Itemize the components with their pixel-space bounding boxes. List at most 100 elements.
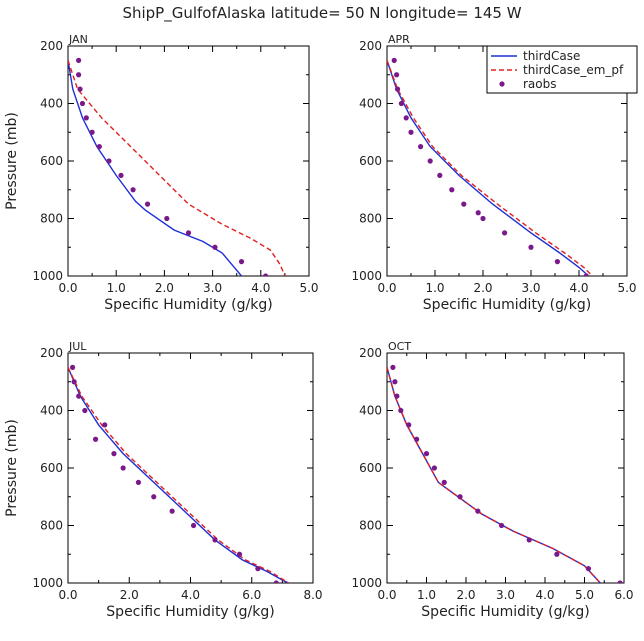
y-tick-label: 1000 [32, 269, 63, 283]
raobs-marker [69, 364, 76, 370]
raobs-marker [212, 244, 218, 250]
raobs-marker [423, 451, 430, 457]
panel-oct: OCT 0.0 1.0 2.0 3.0 4.0 5.0 6.0 200 400 600 800 1000… [351, 340, 633, 620]
raobs-marker [71, 379, 77, 385]
raobs-marker [130, 187, 136, 193]
panel-apr: APR 0.0 1.0 2.0 3.0 4.0 5.0 200 400 600 800 1000 Spe… [351, 33, 636, 313]
raobs-marker [83, 115, 89, 121]
x-tick-label: 1.0 [107, 281, 126, 295]
raobs-marker [238, 259, 245, 265]
y-tick-label: 600 [40, 154, 63, 168]
panel-label: JUL [68, 340, 87, 353]
chart-title: ShipP_GulfofAlaska latitude= 50 N longit… [122, 4, 522, 22]
raobs-marker [461, 201, 467, 207]
raobs-marker [120, 465, 126, 471]
y-tick-label: 200 [40, 39, 63, 53]
raobs-marker [398, 100, 404, 107]
raobs-marker [96, 144, 102, 150]
raobs-marker [79, 100, 86, 107]
raobs-marker [144, 201, 151, 207]
raobs-marker [403, 115, 409, 121]
raobs-marker [498, 522, 505, 529]
x-tick-label: 6.0 [242, 588, 261, 602]
raobs-marker [585, 566, 592, 572]
legend-label: thirdCase_em_pf [523, 63, 624, 77]
raobs-marker [185, 230, 192, 236]
raobs-marker [169, 508, 175, 514]
raobs-marker [554, 551, 560, 557]
raobs-marker [457, 494, 463, 500]
raobs-marker [190, 522, 197, 529]
x-tick-label: 4.0 [251, 281, 270, 295]
y-tick-label: 400 [40, 97, 63, 111]
raobs-marker [77, 86, 83, 92]
x-tick-label: 0.0 [58, 588, 77, 602]
plot-area [68, 57, 286, 276]
raobs-marker [408, 129, 414, 135]
legend-label: thirdCase [523, 49, 580, 63]
raobs-marker [82, 407, 88, 414]
raobs-marker [391, 57, 397, 63]
x-tick-label: 0.0 [377, 281, 396, 295]
thirdcase-line [68, 367, 289, 583]
y-tick-label: 800 [40, 212, 63, 226]
panel-jul: JUL 0.0 2.0 4.0 6.0 8.0 200 400 600 800 1000 Specif… [4, 340, 323, 620]
raobs-marker [76, 72, 82, 78]
raobs-marker [76, 57, 82, 63]
raobs-marker [431, 465, 437, 471]
raobs-marker [390, 364, 396, 370]
x-tick-label: 4.0 [181, 588, 200, 602]
raobs-marker [89, 129, 95, 135]
x-tick-label: 3.0 [521, 281, 540, 295]
thirdcase-em-pf-line [68, 367, 289, 583]
raobs-marker [102, 422, 108, 428]
raobs-marker [406, 422, 412, 428]
plot-frame [67, 45, 310, 277]
x-tick-label: 2.0 [473, 281, 492, 295]
y-tick-label: 1000 [351, 269, 382, 283]
raobs-marker [475, 508, 481, 514]
raobs-marker [528, 244, 534, 250]
x-tick-label: 2.0 [120, 588, 139, 602]
y-tick-label: 200 [359, 346, 382, 360]
thirdcase-em-pf-line [68, 60, 286, 276]
raobs-marker [236, 551, 243, 557]
y-tick-label: 200 [40, 346, 63, 360]
raobs-marker [617, 580, 623, 583]
raobs-marker [394, 86, 401, 92]
raobs-marker [414, 436, 420, 442]
raobs-marker [554, 259, 561, 265]
plot-area [387, 364, 623, 583]
raobs-marker [273, 580, 279, 583]
raobs-marker [263, 273, 269, 276]
raobs-marker [437, 172, 443, 178]
raobs-marker [502, 230, 508, 236]
panel-label: JAN [68, 33, 88, 46]
y-tick-label: 600 [40, 461, 63, 475]
x-tick-label: 2.0 [456, 588, 475, 602]
plot-area [68, 364, 289, 583]
raobs-marker [255, 566, 261, 572]
thirdcase-em-pf-line [387, 60, 593, 276]
raobs-marker [111, 451, 117, 457]
x-axis-label: Specific Humidity (g/kg) [423, 297, 591, 313]
raobs-marker [480, 215, 486, 222]
plot-area [387, 57, 593, 276]
y-tick-label: 800 [40, 519, 63, 533]
x-tick-label: 1.0 [425, 281, 444, 295]
raobs-marker [135, 479, 142, 485]
x-tick-label: 4.0 [535, 588, 554, 602]
raobs-marker [427, 158, 433, 164]
legend-marker [499, 81, 505, 87]
thirdcase-em-pf-line [387, 367, 601, 583]
legend-label: raobs [523, 77, 557, 91]
raobs-marker [151, 494, 157, 500]
raobs-marker [212, 537, 218, 543]
x-tick-label: 8.0 [303, 588, 322, 602]
plot-frame [386, 352, 625, 584]
y-tick-label: 600 [359, 154, 382, 168]
x-tick-label: 5.0 [299, 281, 318, 295]
y-tick-label: 200 [359, 39, 382, 53]
thirdcase-line [68, 60, 243, 276]
